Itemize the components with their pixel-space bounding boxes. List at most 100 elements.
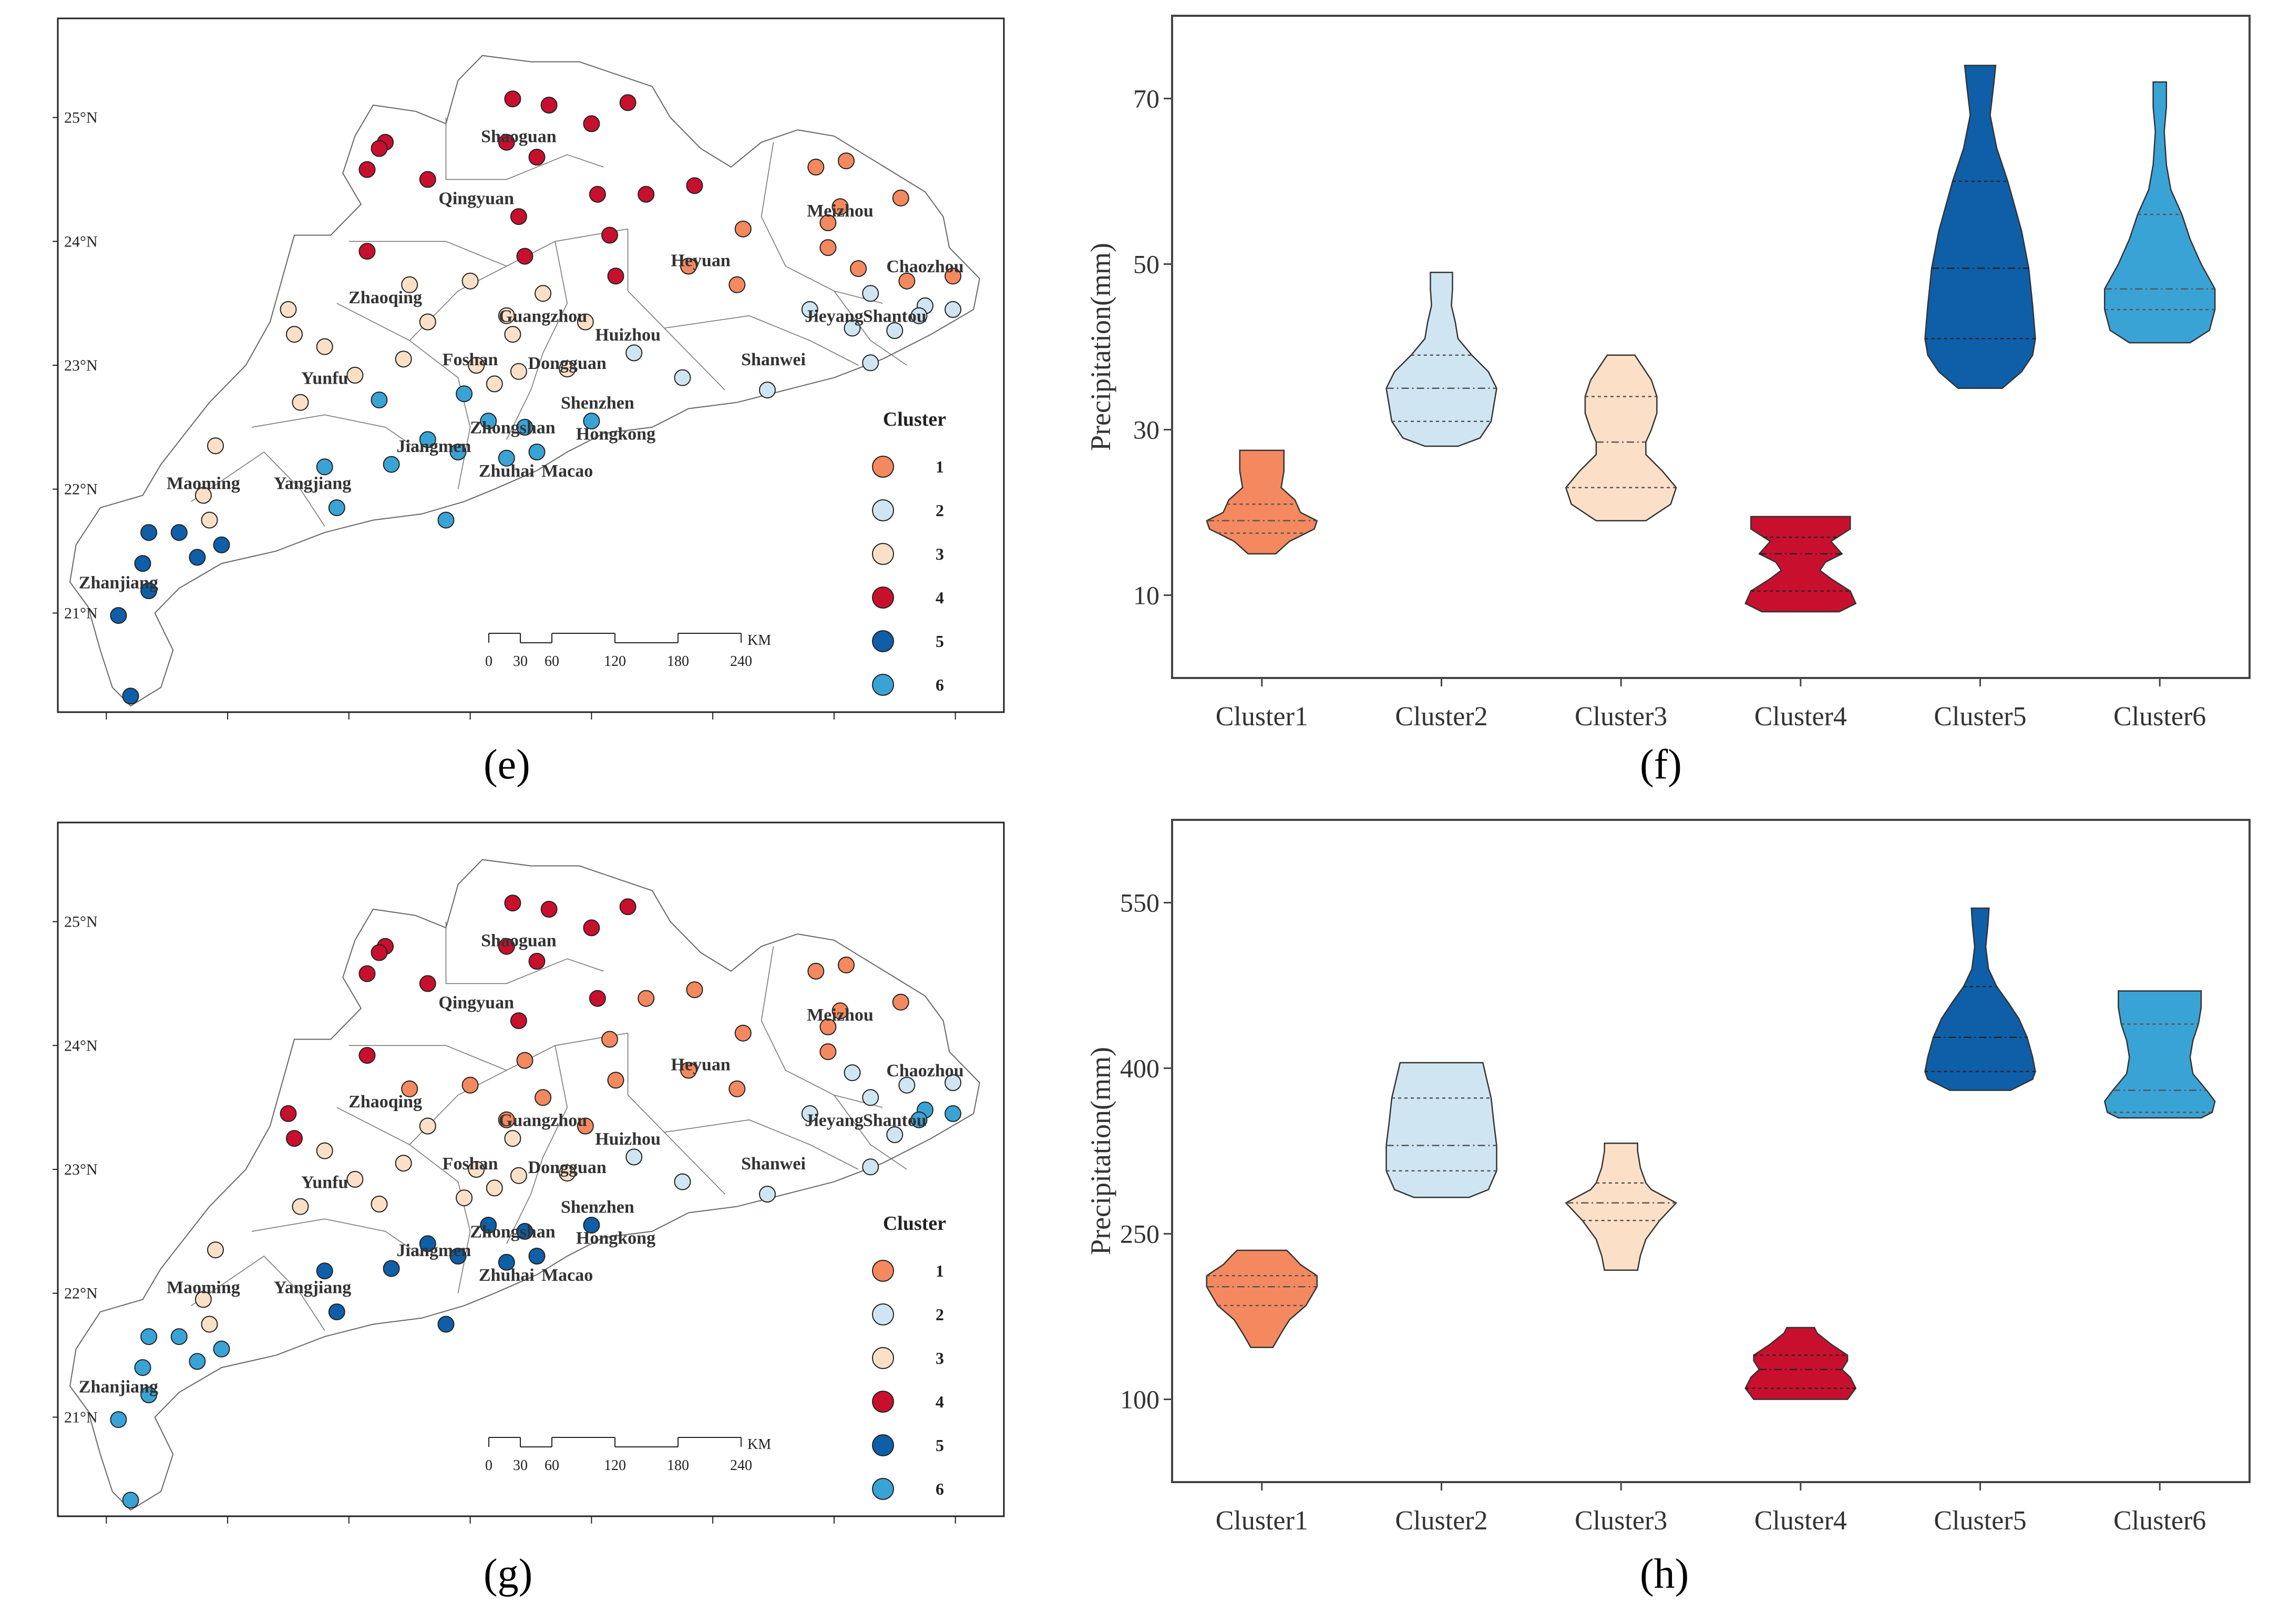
station-point-cluster-5 [383,1260,400,1277]
scale-bar-label: 180 [667,653,689,670]
y-tick-label: 250 [1120,1219,1159,1249]
violin-cluster2 [1385,1062,1497,1198]
legend-label-2: 2 [936,1305,944,1324]
plot-frame [1171,15,2251,679]
station-point-cluster-3 [468,1161,485,1178]
station-point-cluster-3 [201,1315,218,1333]
station-point-cluster-1 [819,1043,837,1061]
station-point-cluster-4 [540,901,558,918]
map-panel-e: 110°E111°E112°E113°E114°E115°E116°E117°E… [52,16,1009,742]
station-point-cluster-3 [371,1196,388,1212]
station-point-cluster-3 [346,366,364,384]
municipal-border [191,1255,325,1331]
city-label-foshan: Foshan [443,1154,498,1174]
legend-swatch-4 [872,1391,894,1413]
city-label-jieyang: Jieyang [805,1111,863,1130]
violin-chart-h: 100 250 400 550 Precipitation(mm) Cluster1 Clu… [1085,819,2251,1536]
municipal-border [445,117,604,180]
legend-label-1: 1 [936,457,944,476]
station-point-cluster-6 [449,444,467,460]
station-point-cluster-4 [498,133,515,151]
city-label-maoming: Maoming [167,1278,240,1298]
station-point-cluster-6 [122,1492,139,1509]
station-point-cluster-4 [498,938,515,955]
station-point-cluster-1 [831,1002,849,1020]
station-point-cluster-5 [328,1303,345,1321]
city-label-jiangmen: Jiangmen [397,437,471,456]
city-label-yangjiang: Yangjiang [274,474,351,494]
city-label-zhaoqing: Zhaoqing [348,288,422,307]
station-point-cluster-1 [898,272,916,290]
panel-label-g-text: (g) [484,1551,533,1597]
y-tick-label: 50 [1133,250,1159,279]
station-point-cluster-1 [850,260,867,277]
scale-bar-label: 120 [604,1457,626,1474]
station-point-cluster-4 [516,248,533,265]
station-point-cluster-5 [419,1235,436,1252]
station-point-cluster-3 [510,1167,527,1184]
violin-cluster4 [1744,516,1857,613]
station-point-cluster-6 [944,1105,962,1122]
municipal-border [627,1033,725,1195]
station-point-cluster-1 [728,1080,746,1097]
station-point-cluster-3 [468,357,485,374]
x-tick-label: Cluster3 [1575,702,1667,732]
scale-bar-unit: KM [747,1436,771,1453]
city-label-jieyang: Jieyang [805,307,863,326]
station-point-cluster-2 [862,1089,879,1106]
station-point-cluster-2 [898,1076,916,1094]
station-point-cluster-3 [346,1170,364,1188]
violin-cluster1 [1206,1249,1318,1349]
station-point-cluster-4 [583,115,600,132]
station-point-cluster-1 [516,1052,533,1069]
station-point-cluster-3 [316,1142,333,1159]
city-label-heyuan: Heyuan [671,1055,730,1074]
x-tick-label: Cluster5 [1934,1506,2026,1536]
station-point-cluster-4 [280,1105,297,1122]
station-point-cluster-4 [504,895,521,912]
legend-swatch-6 [872,1478,894,1500]
panel-label-e: (e) [484,741,530,789]
station-point-cluster-2 [944,301,962,318]
station-point-cluster-5 [498,1253,515,1271]
station-point-cluster-4 [607,268,624,285]
y-tick-label: 21°N [64,604,98,622]
station-point-cluster-4 [619,898,636,916]
station-point-cluster-3 [486,375,503,393]
municipal-border [506,1045,568,1244]
station-point-cluster-1 [838,957,855,974]
city-label-zhanjiang: Zhanjiang [79,573,158,592]
station-point-cluster-4 [638,186,655,203]
legend-label-6: 6 [936,1479,944,1498]
station-point-cluster-1 [734,1024,752,1042]
panel-label-f: (f) [1640,741,1682,789]
x-tick-label: Cluster4 [1754,1506,1847,1536]
scale-bar-label: 240 [730,653,752,670]
station-point-cluster-5 [316,1262,333,1280]
city-label-zhuhai: Zhuhai [479,461,535,481]
station-point-cluster-6 [437,511,455,529]
municipal-border [506,241,568,440]
y-tick-label: 25°N [64,109,98,127]
station-point-cluster-6 [516,418,533,436]
violin-cluster5 [1924,907,2036,1091]
station-point-cluster-3 [280,301,297,318]
station-point-cluster-2 [862,285,879,302]
city-label-zhuhai: Zhuhai [479,1266,535,1285]
city-label-guangzhou: Guangzhou [499,1111,587,1130]
station-point-cluster-3 [207,1241,224,1259]
station-point-cluster-6 [583,413,600,430]
city-label-yunfu: Yunfu [301,1173,348,1192]
station-point-cluster-2 [801,1105,818,1122]
city-label-chaozhou: Chaozhou [886,257,963,276]
municipal-border [252,414,422,453]
scale-bar-label: 30 [513,653,528,670]
station-point-cluster-4 [371,140,388,157]
station-point-cluster-3 [316,338,333,355]
station-point-cluster-4 [589,990,606,1007]
violin-cluster4 [1744,1327,1857,1400]
city-label-shantou: Shantou [863,307,927,326]
y-tick-label: 24°N [64,1037,98,1054]
station-point-cluster-5 [437,1315,455,1333]
municipal-border [445,921,604,984]
